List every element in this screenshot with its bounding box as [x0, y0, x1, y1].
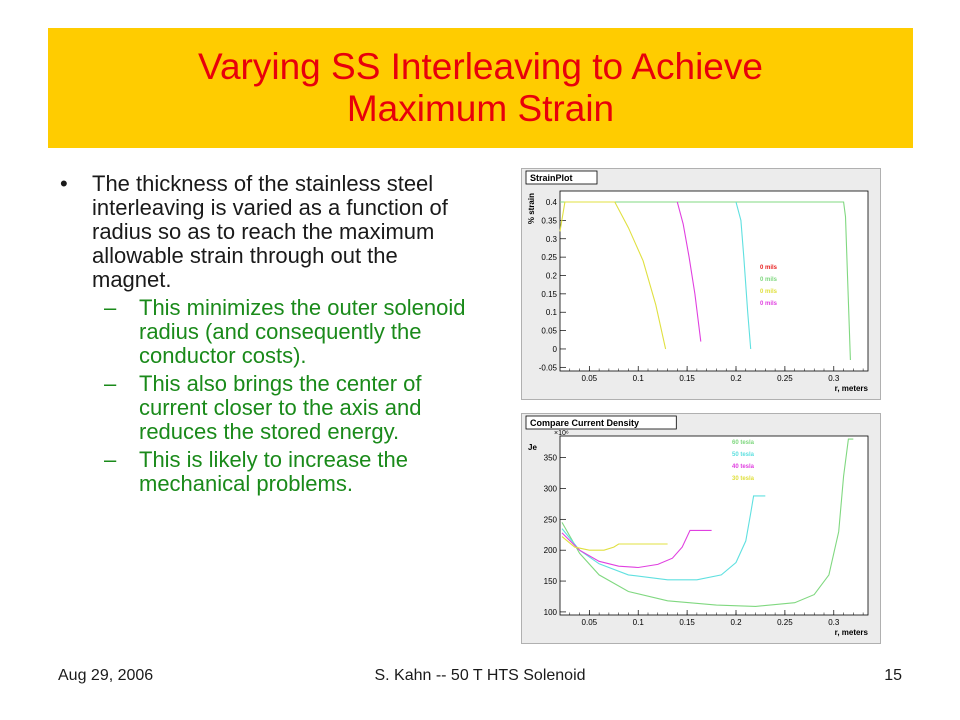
x-tick-label: 0.25 [777, 374, 793, 383]
x-tick-label: 0.1 [633, 374, 645, 383]
plot-area [559, 435, 869, 616]
sub-bullet-marker: – [104, 447, 117, 472]
y-axis-label: Je [528, 443, 537, 452]
series-line-2 [560, 201, 851, 361]
series-line-3 [561, 529, 712, 569]
x-tick-label: 0.05 [582, 618, 598, 627]
bullet-list: • The thickness of the stainless steel i… [60, 172, 480, 496]
strain-plot-panel: StrainPlot 0.05 0.1 0.15 0.2 0.25 0.3 -0.05 0 0.0… [521, 168, 881, 400]
x-tick-label: 0.15 [679, 374, 695, 383]
x-tick-label: 0.3 [828, 618, 840, 627]
y-tick-label: 0 [553, 345, 558, 354]
y-tick-label: 0.1 [546, 308, 558, 317]
x-tick-label: 0.05 [582, 374, 598, 383]
y-tick-label: 0.25 [541, 253, 557, 262]
sub-bullet-text: This is likely to increase the mechanica… [139, 447, 408, 496]
x-axis-label: r, meters [835, 384, 869, 393]
slide-title-line-2: Maximum Strain [346, 88, 615, 129]
y-tick-label: -0.05 [539, 363, 558, 372]
x-tick-label: 0.3 [828, 374, 840, 383]
y-tick-label: 0.35 [541, 216, 557, 225]
legend-entry-1: 0 mils [760, 265, 778, 271]
sub-bullet-text: This also brings the center of current c… [139, 371, 422, 444]
series-line-1 [561, 438, 854, 607]
y-tick-label: 100 [544, 608, 558, 617]
y-tick-label: 0.2 [546, 271, 558, 280]
x-tick-label: 0.15 [679, 618, 695, 627]
title-bar: Varying SS Interleaving to Achieve Maxim… [48, 28, 913, 148]
y-tick-label: 300 [544, 484, 558, 493]
legend-entry-1: 60 tesla [732, 440, 755, 446]
series-line-2 [561, 495, 766, 581]
chart-title: Compare Current Density [530, 418, 639, 428]
legend-entry-2: 50 tesla [732, 452, 755, 458]
y-tick-label: 0.15 [541, 290, 557, 299]
series-line-5 [735, 201, 752, 350]
legend-entry-3: 40 tesla [732, 464, 755, 470]
sub-bullet-1: – This minimizes the outer solenoid radi… [60, 296, 480, 368]
footer-center: S. Kahn -- 50 T HTS Solenoid [374, 667, 586, 684]
current-density-panel: Compare Current Density 0.05 0.1 0.15 0.2 0.2… [521, 413, 881, 644]
bullet-marker: • [60, 171, 68, 196]
footer-date: Aug 29, 2006 [58, 667, 154, 684]
main-bullet-text: The thickness of the stainless steel int… [92, 171, 448, 292]
strain-plot: StrainPlot 0.05 0.1 0.15 0.2 0.25 0.3 -0.05 0 0.0… [525, 170, 869, 393]
legend-entry-2: 0 mils [760, 277, 778, 283]
x-tick-label: 0.25 [777, 618, 793, 627]
y-tick-label: 150 [544, 577, 558, 586]
y-tick-label: 350 [544, 454, 558, 463]
sub-bullet-2: – This also brings the center of current… [60, 372, 480, 444]
y-multiplier-label: ×10⁶ [554, 430, 569, 437]
x-tick-label: 0.2 [730, 374, 742, 383]
y-tick-label: 0.05 [541, 327, 557, 336]
x-tick-label: 0.2 [730, 618, 742, 627]
y-tick-label: 0.3 [546, 235, 558, 244]
footer-page-number: 15 [884, 667, 902, 684]
y-tick-label: 0.4 [546, 198, 558, 207]
y-axis-label: % strain [527, 193, 536, 224]
series-line-3 [559, 201, 667, 350]
chart-title: StrainPlot [530, 173, 573, 183]
current-density-plot: Compare Current Density 0.05 0.1 0.15 0.2 0.2… [525, 415, 869, 637]
slide-title-line-1: Varying SS Interleaving to Achieve [198, 46, 763, 87]
sub-bullet-marker: – [104, 295, 117, 320]
sub-bullet-marker: – [104, 371, 117, 396]
plot-area [559, 190, 869, 372]
x-tick-label: 0.1 [633, 618, 645, 627]
series-line-4 [561, 536, 668, 551]
main-bullet: • The thickness of the stainless steel i… [60, 172, 480, 292]
legend-entry-4: 0 mils [760, 301, 778, 307]
y-tick-label: 250 [544, 515, 558, 524]
y-tick-label: 200 [544, 546, 558, 555]
series-line-4 [676, 201, 702, 342]
legend-entry-4: 30 tesla [732, 476, 755, 482]
x-axis-label: r, meters [835, 628, 869, 637]
chart-title-box [525, 170, 598, 185]
sub-bullet-text: This minimizes the outer solenoid radius… [139, 295, 466, 368]
chart-title-box [525, 415, 677, 430]
sub-bullet-3: – This is likely to increase the mechani… [60, 448, 480, 496]
legend-entry-3: 0 mils [760, 289, 778, 295]
